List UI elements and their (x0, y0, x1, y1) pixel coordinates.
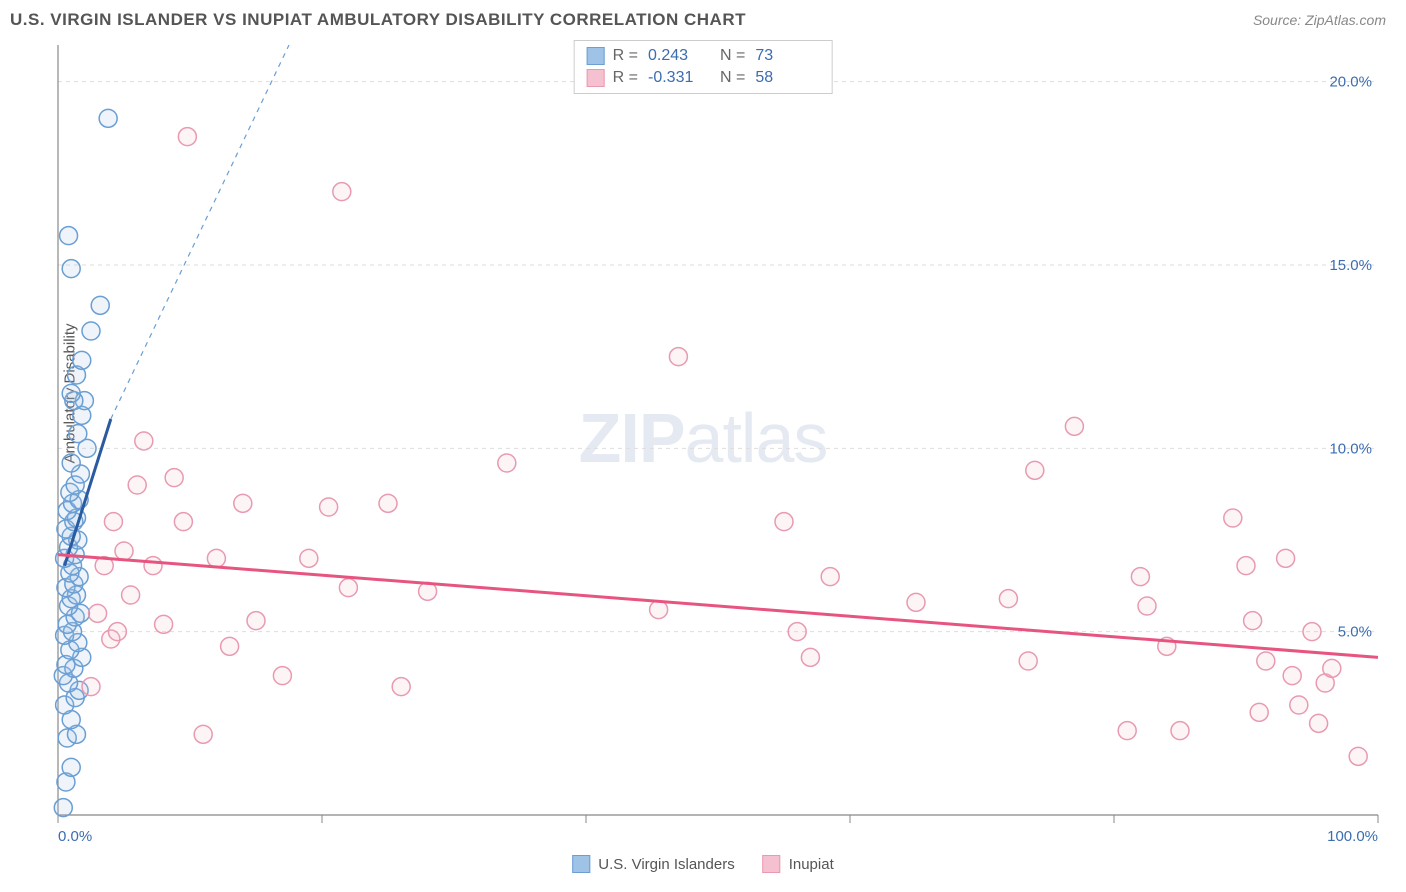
stats-row: R = 0.243 N = 73 (587, 45, 820, 67)
svg-text:100.0%: 100.0% (1327, 828, 1378, 845)
chart-source: Source: ZipAtlas.com (1253, 12, 1386, 28)
r-value: 0.243 (648, 47, 698, 65)
r-label: R = (613, 47, 638, 65)
stats-legend-box: R = 0.243 N = 73 R = -0.331 N = 58 (574, 40, 833, 94)
svg-text:0.0%: 0.0% (58, 828, 92, 845)
swatch-icon (572, 855, 590, 873)
r-value: -0.331 (648, 69, 698, 87)
legend-label: U.S. Virgin Islanders (598, 856, 734, 873)
n-label: N = (720, 47, 745, 65)
chart-container: Ambulatory Disability ZIPatlas 5.0%10.0%… (10, 35, 1396, 875)
r-label: R = (613, 69, 638, 87)
n-value: 73 (755, 47, 805, 65)
svg-text:5.0%: 5.0% (1338, 624, 1372, 641)
swatch-icon (587, 69, 605, 87)
chart-header: U.S. VIRGIN ISLANDER VS INUPIAT AMBULATO… (0, 0, 1406, 35)
swatch-icon (587, 47, 605, 65)
legend-label: Inupiat (789, 856, 834, 873)
n-label: N = (720, 69, 745, 87)
legend-item: Inupiat (763, 855, 834, 873)
svg-text:10.0%: 10.0% (1329, 440, 1372, 457)
scatter-chart: 5.0% 10.0% 15.0% 20.0% 0.0% 100.0% (10, 35, 1396, 875)
legend-item: U.S. Virgin Islanders (572, 855, 734, 873)
swatch-icon (763, 855, 781, 873)
svg-text:20.0%: 20.0% (1329, 74, 1372, 91)
svg-text:15.0%: 15.0% (1329, 257, 1372, 274)
chart-title: U.S. VIRGIN ISLANDER VS INUPIAT AMBULATO… (10, 10, 746, 30)
series-legend: U.S. Virgin Islanders Inupiat (572, 855, 834, 873)
n-value: 58 (755, 69, 805, 87)
stats-row: R = -0.331 N = 58 (587, 67, 820, 89)
